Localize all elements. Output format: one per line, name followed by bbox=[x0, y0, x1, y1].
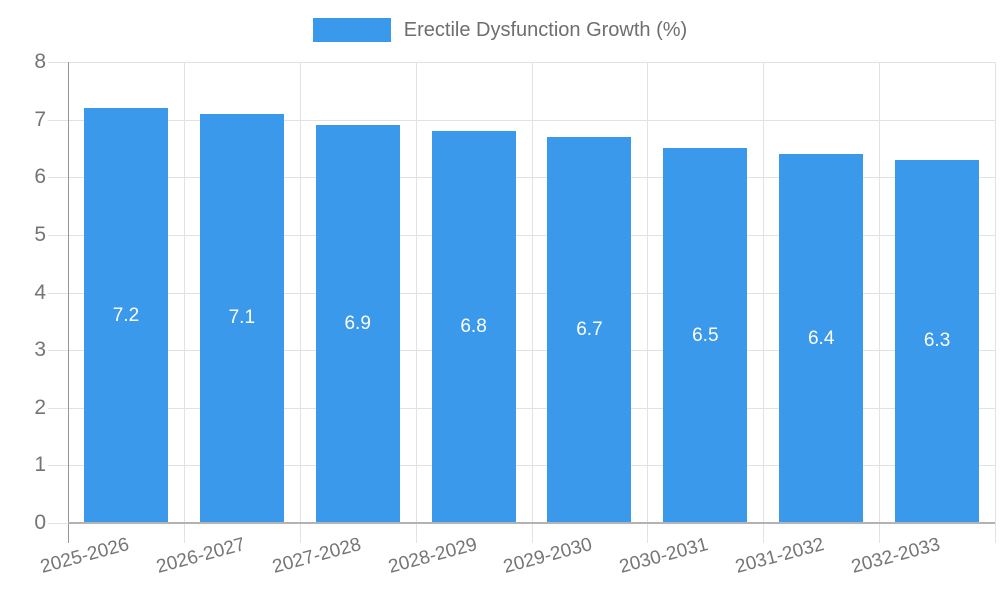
x-gridline bbox=[531, 62, 533, 543]
x-gridline bbox=[647, 62, 649, 543]
bar-value-label: 6.3 bbox=[923, 330, 951, 352]
bar[interactable]: 6.5 bbox=[663, 148, 748, 523]
y-gridline bbox=[48, 350, 995, 352]
bar-value-label: 6.7 bbox=[576, 318, 603, 340]
y-gridline bbox=[48, 292, 995, 294]
bar-value-label: 6.8 bbox=[460, 316, 487, 338]
x-gridline bbox=[183, 62, 185, 543]
y-axis-tick-label: 8 bbox=[34, 50, 46, 73]
y-gridline bbox=[48, 62, 995, 63]
x-gridline bbox=[995, 62, 996, 543]
x-gridline bbox=[415, 62, 417, 543]
y-axis-tick-label: 7 bbox=[34, 107, 46, 131]
legend-label: Erectile Dysfunction Growth (%) bbox=[403, 18, 688, 41]
y-axis-tick-label: 3 bbox=[34, 338, 46, 362]
bar-value-label: 7.2 bbox=[112, 304, 140, 326]
bar-value-label: 6.4 bbox=[807, 327, 835, 349]
y-gridline bbox=[48, 465, 995, 467]
bar[interactable]: 6.7 bbox=[547, 136, 632, 523]
bar[interactable]: 6.8 bbox=[431, 131, 516, 523]
bar[interactable]: 7.1 bbox=[199, 113, 284, 523]
y-axis-tick-label: 6 bbox=[34, 165, 46, 189]
y-gridline bbox=[48, 234, 995, 236]
bar-value-label: 6.9 bbox=[344, 313, 371, 335]
bar[interactable]: 6.4 bbox=[779, 154, 864, 523]
y-gridline bbox=[48, 119, 995, 121]
bar[interactable]: 6.9 bbox=[315, 125, 400, 523]
bar-value-label: 6.5 bbox=[692, 324, 719, 346]
y-axis-tick-label: 2 bbox=[34, 395, 46, 419]
y-gridline-stub bbox=[48, 523, 68, 524]
x-axis-line bbox=[68, 522, 995, 524]
bar[interactable]: 6.3 bbox=[895, 159, 980, 523]
legend-item[interactable]: Erectile Dysfunction Growth (%) bbox=[0, 18, 1000, 42]
x-gridline bbox=[299, 62, 301, 543]
y-gridline bbox=[48, 407, 995, 409]
x-gridline bbox=[763, 62, 765, 543]
bar-value-label: 7.1 bbox=[228, 307, 256, 329]
legend-swatch bbox=[312, 18, 391, 42]
y-axis-tick-label: 1 bbox=[34, 453, 46, 477]
y-axis-tick-label: 4 bbox=[34, 280, 46, 304]
y-axis-tick-label: 5 bbox=[34, 222, 46, 246]
x-gridline bbox=[879, 62, 881, 543]
y-axis-line bbox=[68, 62, 69, 543]
y-axis-tick-label: 0 bbox=[34, 511, 46, 534]
bar[interactable]: 7.2 bbox=[83, 108, 168, 523]
y-gridline bbox=[48, 177, 995, 179]
